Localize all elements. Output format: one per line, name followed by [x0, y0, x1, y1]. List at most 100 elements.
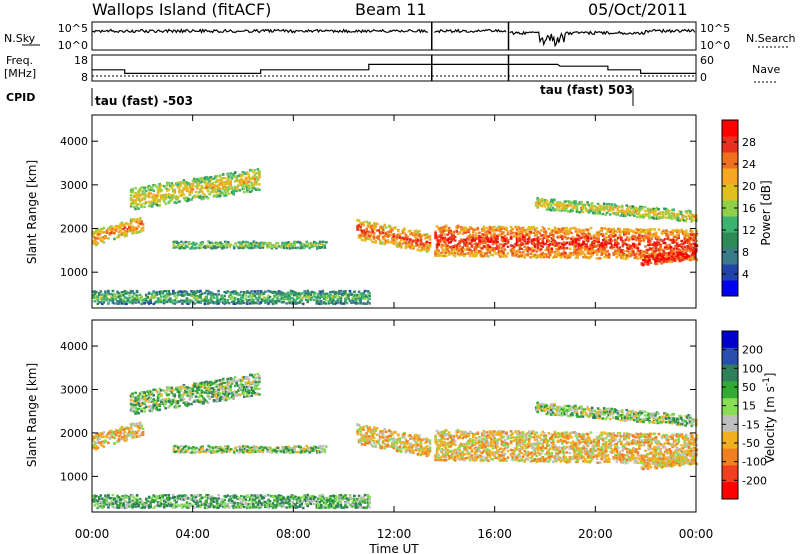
echo-cell — [503, 238, 507, 241]
echo-cell — [675, 247, 679, 251]
echo-cell — [128, 228, 131, 232]
echo-cell — [182, 300, 186, 304]
echo-cell — [279, 294, 282, 297]
echo-cell — [618, 233, 622, 237]
echo-cell — [206, 197, 210, 200]
echo-cell — [499, 243, 502, 246]
echo-cell — [659, 246, 662, 249]
echo-cell — [633, 253, 637, 256]
echo-cell — [261, 291, 264, 294]
echo-cell — [397, 233, 400, 236]
echo-cell — [404, 235, 408, 238]
echo-cell — [135, 431, 139, 435]
echo-cell — [540, 255, 543, 258]
echo-cell — [132, 218, 136, 221]
echo-cell — [654, 260, 657, 263]
echo-cell — [686, 234, 689, 237]
echo-cell — [685, 217, 689, 221]
echo-cell — [526, 233, 529, 236]
echo-cell — [502, 226, 505, 229]
echo-cell — [461, 246, 464, 249]
echo-cell — [279, 290, 282, 294]
echo-cell — [476, 251, 480, 255]
echo-cell — [140, 424, 143, 428]
echo-cell — [98, 301, 101, 304]
echo-cell — [220, 191, 223, 194]
echo-cell — [520, 241, 523, 244]
echo-cell — [470, 237, 474, 240]
echo-cell — [161, 402, 165, 405]
echo-cell — [553, 252, 557, 255]
echo-cell — [656, 236, 659, 239]
echo-cell — [493, 232, 496, 235]
echo-cell — [220, 183, 223, 186]
echo-cell — [573, 238, 576, 241]
echo-cell — [509, 236, 513, 239]
echo-cell — [123, 230, 127, 233]
echo-cell — [670, 258, 674, 261]
echo-cell — [123, 223, 127, 226]
echo-cell — [552, 243, 555, 246]
echo-cell — [341, 294, 344, 297]
echo-cell — [181, 294, 184, 298]
echo-cell — [638, 235, 641, 239]
echo-cell — [626, 256, 629, 259]
echo-cell — [478, 240, 481, 244]
echo-cell — [251, 242, 254, 245]
echo-cell — [108, 430, 112, 433]
echo-cell — [570, 240, 573, 243]
echo-cell — [644, 231, 647, 234]
echo-cell — [651, 252, 654, 256]
echo-cell — [110, 225, 113, 228]
echo-cell — [582, 240, 585, 243]
echo-cell — [137, 301, 140, 304]
echo-cell — [303, 294, 306, 297]
echo-cell — [682, 253, 686, 256]
echo-cell — [309, 291, 312, 294]
echo-cell — [605, 211, 609, 214]
echo-cell — [578, 211, 582, 214]
echo-cell — [692, 248, 695, 251]
echo-cell — [478, 242, 481, 246]
echo-cell — [586, 203, 589, 206]
echo-cell — [672, 235, 676, 239]
echo-cell — [475, 228, 478, 231]
echo-cell — [186, 245, 189, 249]
echo-cell — [421, 245, 424, 248]
echo-cell — [662, 229, 665, 232]
echo-cell — [608, 204, 612, 208]
echo-cell — [336, 301, 340, 304]
echo-cell — [475, 243, 478, 246]
echo-cell — [179, 184, 183, 187]
echo-cell — [141, 394, 145, 397]
echo-cell — [416, 238, 420, 241]
echo-cell — [250, 294, 254, 298]
echo-cell — [267, 246, 271, 249]
echo-cell — [682, 257, 686, 260]
echo-cell — [604, 240, 608, 244]
echo-cell — [437, 239, 440, 242]
echo-cell — [126, 222, 130, 226]
echo-cell — [643, 256, 647, 259]
echo-cell — [181, 243, 185, 246]
echo-cell — [141, 193, 145, 196]
echo-cell — [141, 433, 145, 437]
echo-cell — [671, 249, 674, 252]
echo-cell — [323, 244, 327, 247]
echo-cell — [441, 228, 445, 232]
echo-cell — [128, 294, 131, 297]
echo-cell — [598, 249, 602, 252]
echo-cell — [264, 299, 267, 303]
echo-cell — [258, 293, 261, 297]
echo-cell — [651, 256, 654, 259]
echo-cell — [280, 296, 284, 300]
echo-cell — [166, 189, 169, 192]
echo-cell — [114, 229, 118, 232]
echo-cell — [538, 255, 542, 258]
echo-cell — [138, 218, 142, 222]
echo-cell — [363, 293, 367, 297]
echo-cell — [293, 241, 296, 245]
echo-cell — [672, 241, 676, 244]
echo-cell — [692, 233, 696, 236]
echo-cell — [561, 235, 564, 238]
